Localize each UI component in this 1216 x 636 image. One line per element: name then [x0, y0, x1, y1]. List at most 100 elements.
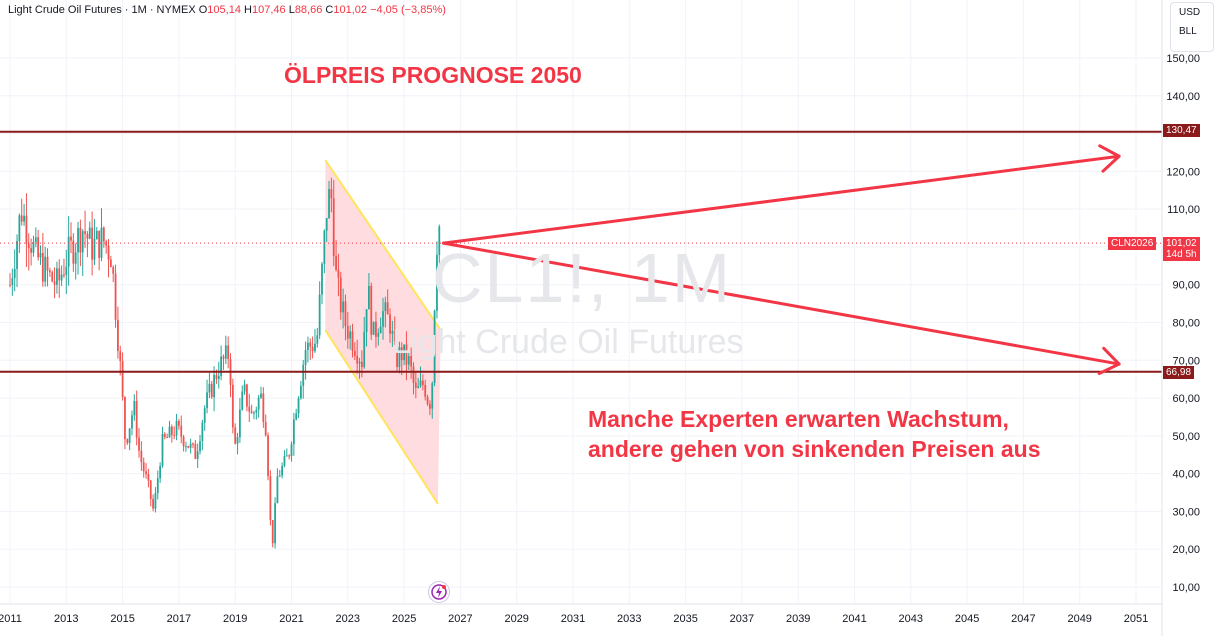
candle-body — [20, 215, 23, 222]
candle-body — [288, 455, 291, 457]
time-tick-label: 2049 — [1067, 613, 1091, 625]
candle-body — [44, 256, 47, 282]
symbol-title[interactable]: Light Crude Oil Futures · 1M · NYMEX — [8, 4, 196, 16]
watermark-symbol: CL1!, 1M — [432, 239, 732, 317]
projection-arrow-head — [1097, 346, 1121, 375]
candle-body — [241, 391, 244, 410]
candle-body — [30, 248, 33, 253]
candle-body — [135, 400, 138, 438]
candle-body — [424, 384, 427, 397]
candle-body — [353, 350, 356, 357]
open-label: O — [198, 4, 208, 16]
candle-body — [192, 443, 194, 445]
events-icon[interactable] — [428, 581, 450, 603]
candle-body — [379, 326, 382, 334]
upper-level-label: 130,47 — [1163, 124, 1200, 137]
candle-body — [283, 456, 286, 466]
open-value: 105,14 — [207, 4, 241, 16]
high-value: 107,46 — [251, 4, 286, 16]
candle-body — [163, 433, 166, 438]
candle-body — [128, 428, 131, 443]
candle-body — [13, 268, 16, 279]
candle-body — [365, 309, 368, 332]
candle-body — [255, 409, 258, 413]
candle-body — [227, 345, 230, 360]
candle-body — [351, 331, 354, 351]
candle-body — [339, 277, 342, 313]
candle-body — [217, 375, 220, 380]
candle-body — [234, 427, 237, 444]
high-label: H — [244, 4, 252, 16]
candle-body — [370, 285, 373, 335]
candle-body — [400, 347, 403, 361]
price-tick-label: 70,00 — [1172, 355, 1200, 367]
time-tick-label: 2023 — [336, 613, 360, 625]
candle-body — [117, 319, 119, 351]
candle-body — [386, 302, 389, 315]
time-tick-label: 2031 — [561, 613, 585, 625]
candle-body — [81, 231, 84, 253]
candle-body — [105, 241, 108, 246]
time-tick-label: 2051 — [1124, 613, 1148, 625]
candle-body — [285, 455, 288, 457]
candle-body — [199, 441, 201, 452]
candle-body — [133, 400, 136, 416]
candle-body — [281, 465, 284, 476]
candle-body — [131, 415, 133, 429]
candle-body — [311, 346, 314, 352]
time-tick-label: 2011 — [0, 613, 22, 625]
last-price-label: 101,02 14d 5h — [1163, 237, 1200, 261]
price-tick-label: 30,00 — [1172, 506, 1200, 518]
candle-body — [159, 465, 162, 479]
candle-body — [328, 189, 330, 219]
unit-label[interactable]: BLL — [1179, 26, 1197, 37]
candle-body — [419, 380, 422, 387]
price-axis: 10,00 20,00 30,00 40,00 50,00 60,00 70,00 80,00… — [1166, 53, 1200, 594]
candle-body — [166, 437, 169, 439]
candle-body — [114, 273, 117, 320]
candle-body — [391, 330, 394, 334]
candle-body — [314, 343, 316, 352]
candle-body — [438, 226, 441, 255]
chart-grid — [0, 0, 1162, 604]
candle-body — [316, 335, 319, 344]
candle-body — [56, 268, 58, 285]
candle-body — [429, 403, 431, 409]
candle-body — [140, 450, 143, 463]
time-tick-label: 2029 — [504, 613, 528, 625]
candle-body — [152, 498, 154, 509]
candle-body — [250, 411, 253, 414]
currency-label[interactable]: USD — [1179, 7, 1201, 18]
candle-body — [210, 383, 213, 398]
unit-selector[interactable]: USD BLL — [1170, 2, 1214, 52]
candle-body — [410, 355, 413, 367]
candle-body — [112, 267, 115, 274]
candle-body — [236, 437, 239, 444]
candle-body — [58, 268, 61, 281]
time-tick-label: 2035 — [673, 613, 697, 625]
bar-countdown: 14d 5h — [1166, 249, 1197, 260]
candle-body — [346, 326, 349, 339]
candle-body — [396, 341, 398, 368]
candle-body — [41, 252, 44, 282]
candle-body — [302, 364, 305, 386]
candle-body — [377, 333, 380, 337]
candle-body — [271, 520, 274, 544]
price-tick-label: 20,00 — [1172, 544, 1200, 556]
candle-body — [48, 270, 51, 273]
candle-body — [292, 419, 295, 445]
candle-body — [124, 397, 126, 440]
candle-body — [88, 227, 91, 239]
time-tick-label: 2037 — [730, 613, 754, 625]
candle-body — [372, 321, 375, 335]
candle-body — [337, 269, 340, 278]
candle-body — [11, 278, 14, 286]
candle-body — [231, 384, 234, 428]
candle-body — [290, 444, 293, 457]
candle-body — [126, 439, 129, 443]
candle-body — [436, 254, 438, 311]
candle-body — [375, 321, 377, 337]
time-axis: 2011 2013 2015 2017 2019 2021 2023 2025 2027 2029… — [0, 613, 1148, 625]
lightning-icon — [431, 584, 447, 600]
